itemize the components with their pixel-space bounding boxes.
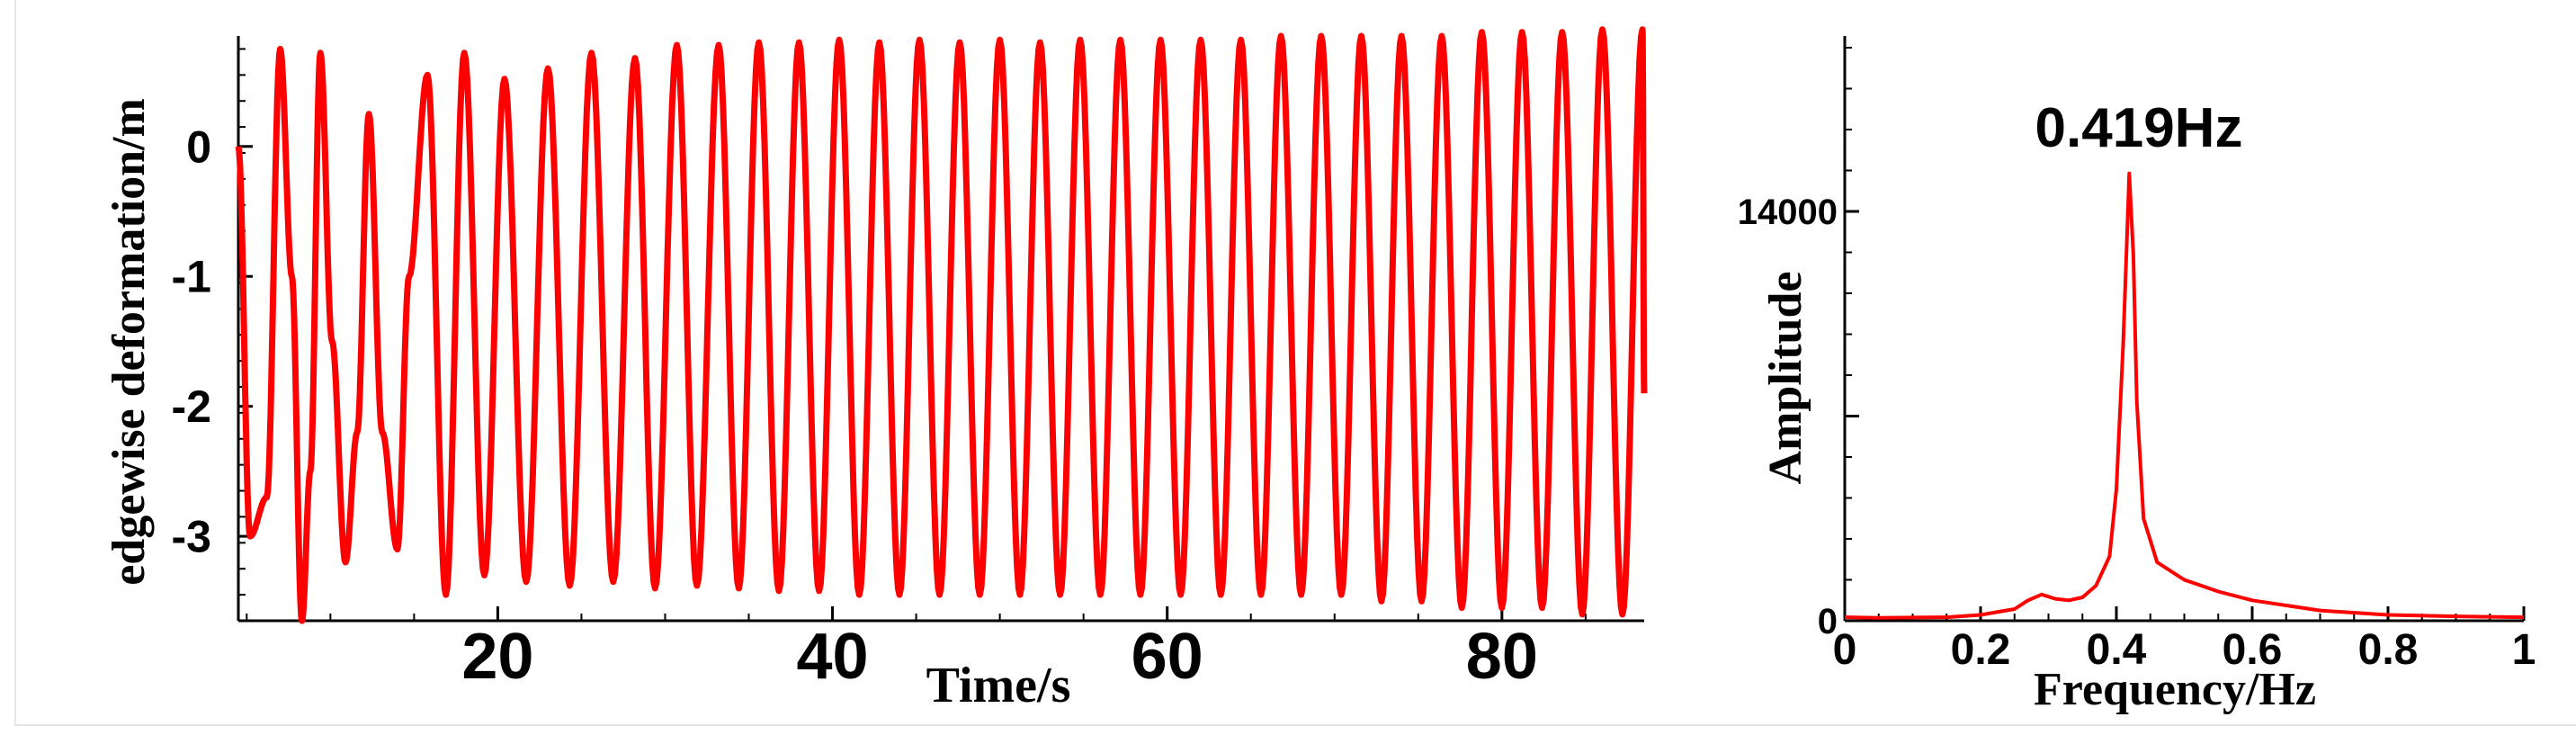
time-x-tick-label: 80 xyxy=(1466,621,1538,693)
time-y-tick-label: -2 xyxy=(172,381,211,432)
frequency-y-axis-label: Amplitude xyxy=(1760,272,1811,485)
frequency-x-tick-label: 0.2 xyxy=(1951,626,2011,674)
frequency-x-tick-label: 0.4 xyxy=(2087,626,2147,674)
frequency-x-tick-label: 0.8 xyxy=(2358,626,2419,674)
time-series-lines xyxy=(235,26,1648,624)
frequency-x-tick-label: 0 xyxy=(1833,626,1857,674)
time-series-line xyxy=(235,26,1648,624)
frequency-x-tick-label: 0.6 xyxy=(2223,626,2283,674)
time-series-chart: 20 40 60 80 0 -1 -2 -3 Time/s edgewise deforma… xyxy=(103,26,1648,713)
time-x-tick-label: 40 xyxy=(797,621,869,693)
frequency-series-lines xyxy=(1844,171,2525,620)
frequency-spectrum-chart: 0 0.2 0.4 0.6 0.8 1 0 14000 0.419Hz Frequency/… xyxy=(1738,36,2536,715)
peak-frequency-annotation: 0.419Hz xyxy=(2035,97,2243,159)
frequency-x-tick-label: 1 xyxy=(2512,626,2536,674)
left-border-line xyxy=(14,0,16,724)
frequency-x-axis-label: Frequency/Hz xyxy=(2034,664,2316,715)
time-x-axis-label: Time/s xyxy=(926,658,1071,713)
time-y-tick-label: -3 xyxy=(172,512,211,562)
time-x-ticks: 20 40 60 80 xyxy=(246,606,1587,693)
time-y-tick-label: -1 xyxy=(172,252,211,302)
time-x-tick-label: 20 xyxy=(461,621,533,693)
frequency-y-ticks: 0 14000 xyxy=(1738,47,1859,641)
time-y-tick-label: 0 xyxy=(186,121,211,172)
time-axes xyxy=(237,36,1644,623)
frequency-x-ticks: 0 0.2 0.4 0.6 0.8 1 xyxy=(1833,606,2536,674)
time-y-axis-label: edgewise deformation/m xyxy=(103,98,155,586)
frequency-y-tick-label: 14000 xyxy=(1738,193,1838,232)
frequency-series-line xyxy=(1844,171,2525,620)
bottom-border-line xyxy=(14,724,2576,726)
frequency-y-tick-label: 0 xyxy=(1818,602,1838,641)
time-y-ticks: 0 -1 -2 -3 xyxy=(172,48,253,622)
time-x-tick-label: 60 xyxy=(1131,621,1203,693)
